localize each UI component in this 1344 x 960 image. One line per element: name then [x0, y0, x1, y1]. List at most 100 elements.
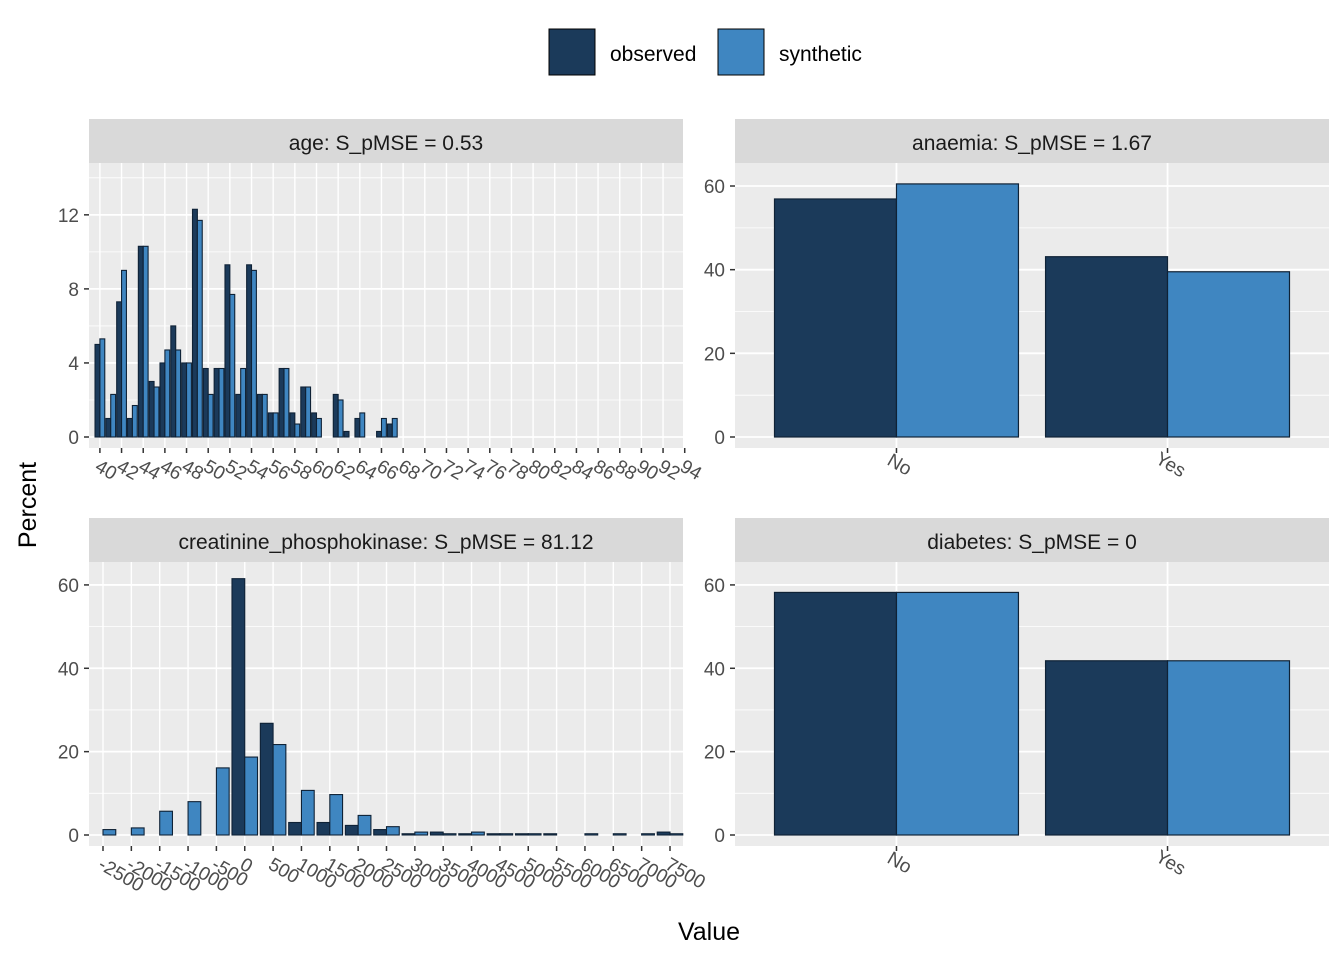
legend-label-observed: observed	[610, 43, 696, 66]
bar-observed-43	[126, 417, 133, 438]
bar-synthetic-4000	[470, 831, 485, 836]
bar-observed-56	[267, 412, 274, 438]
panel-strip	[735, 518, 1329, 562]
bar-synthetic-7500	[669, 833, 684, 836]
bar-observed-41	[105, 417, 112, 438]
x-tick-label: Yes	[1152, 846, 1189, 880]
bar-synthetic-67	[391, 417, 398, 438]
bar-synthetic-56	[272, 412, 279, 438]
bar-observed-42	[116, 301, 123, 438]
facet-panels: age: S_pMSE = 0.530481240424446485052545…	[58, 119, 1329, 897]
bar-observed-66	[376, 430, 383, 438]
y-tick-label: 0	[714, 826, 725, 847]
bar-synthetic-yes	[1166, 660, 1291, 836]
panel-title: age: S_pMSE = 0.53	[289, 132, 483, 155]
bar-observed-63	[343, 430, 350, 438]
bar-observed-3500	[429, 831, 444, 836]
bar-synthetic-0	[244, 756, 259, 836]
y-tick-label: 40	[58, 659, 79, 680]
x-tick-label: No	[883, 848, 915, 878]
y-tick-label: 60	[704, 576, 725, 597]
y-tick-label: 0	[714, 428, 725, 449]
bar-synthetic-60	[315, 417, 322, 438]
panel-anaemia: anaemia: S_pMSE = 1.67 0 20 40 60 No Yes	[704, 119, 1329, 482]
panel-strip	[735, 119, 1329, 163]
bar-synthetic-2500	[385, 826, 400, 836]
y-tick-label: 40	[704, 659, 725, 680]
y-tick-label: 20	[704, 344, 725, 365]
bar-observed-54	[246, 264, 253, 438]
bar-synthetic-62	[337, 399, 344, 438]
bar-synthetic-7000	[641, 833, 655, 836]
bar-synthetic-55	[261, 393, 268, 438]
bar-observed-59	[300, 386, 307, 438]
x-tick-label: No	[883, 450, 915, 480]
panel-diabetes: diabetes: S_pMSE = 0 0 20 40 60 No Yes	[704, 518, 1329, 880]
y-tick-label: 8	[68, 280, 79, 301]
panel-strip	[89, 119, 683, 163]
panel-strip	[89, 518, 683, 562]
bar-synthetic--1500	[159, 810, 174, 836]
x-tick-label: Yes	[1152, 448, 1189, 482]
bar-synthetic--2000	[130, 827, 145, 836]
panel-creatinine: creatinine_phosphokinase: S_pMSE = 81.12…	[58, 518, 709, 897]
bar-synthetic-54	[250, 269, 257, 438]
y-tick-label: 60	[58, 576, 79, 597]
bar-observed-4000	[458, 833, 473, 836]
legend: observed synthetic	[548, 28, 862, 76]
bar-synthetic-4500	[499, 833, 514, 836]
bar-synthetic-47	[175, 349, 182, 438]
x-axis-title: Value	[678, 918, 740, 946]
bar-observed-55	[256, 393, 263, 438]
y-tick-label: 0	[68, 428, 79, 449]
bar-synthetic-40	[99, 338, 106, 438]
bar-synthetic-66	[380, 417, 387, 438]
bar-synthetic-41	[110, 393, 117, 438]
bar-observed-yes	[1044, 256, 1169, 438]
bar-observed-48	[181, 362, 188, 438]
bar-observed-44	[137, 245, 144, 438]
bar-observed-7500	[656, 831, 671, 836]
bar-synthetic-49	[196, 219, 203, 438]
bar-synthetic-44	[142, 245, 149, 438]
bar-observed-1500	[316, 821, 331, 836]
bar-synthetic-3000	[414, 831, 429, 836]
y-tick-label: 4	[68, 354, 79, 375]
bar-observed-yes	[1044, 660, 1169, 836]
y-tick-label: 20	[704, 743, 725, 764]
bar-synthetic-57	[283, 367, 290, 438]
bar-synthetic-48	[185, 362, 192, 438]
bar-observed-49	[191, 208, 198, 438]
bar-observed-62	[332, 393, 339, 438]
bar-observed-53	[235, 393, 242, 438]
bar-synthetic-58	[294, 423, 301, 438]
panel-title: creatinine_phosphokinase: S_pMSE = 81.12	[178, 531, 593, 554]
bar-observed-5000	[514, 833, 529, 836]
bar-observed-no	[773, 591, 898, 836]
y-tick-label: 60	[704, 177, 725, 198]
bar-synthetic-2000	[357, 814, 372, 836]
bar-observed-46	[159, 362, 166, 438]
bar-synthetic-1000	[300, 789, 315, 836]
panel-age: age: S_pMSE = 0.530481240424446485052545…	[58, 119, 705, 485]
bar-synthetic-5000	[527, 833, 542, 836]
bar-synthetic-43	[131, 404, 138, 438]
bar-synthetic-51	[218, 367, 225, 438]
bar-observed-no	[773, 198, 898, 438]
bar-observed-0	[231, 578, 246, 836]
legend-label-synthetic: synthetic	[779, 43, 862, 66]
bar-observed-2500	[373, 829, 388, 836]
bar-observed-64	[354, 417, 361, 438]
bar-observed-57	[278, 367, 285, 438]
bar-observed-52	[224, 264, 231, 438]
bar-observed-51	[213, 367, 220, 438]
bar-observed-58	[289, 412, 296, 438]
bar-observed-2000	[344, 824, 359, 836]
bar-observed-47	[170, 325, 177, 438]
y-axis-title: Percent	[14, 462, 42, 548]
bar-synthetic-no	[895, 591, 1020, 836]
bar-synthetic-no	[895, 183, 1020, 438]
bar-observed-5500	[543, 833, 558, 836]
bar-synthetic-53	[240, 367, 247, 438]
